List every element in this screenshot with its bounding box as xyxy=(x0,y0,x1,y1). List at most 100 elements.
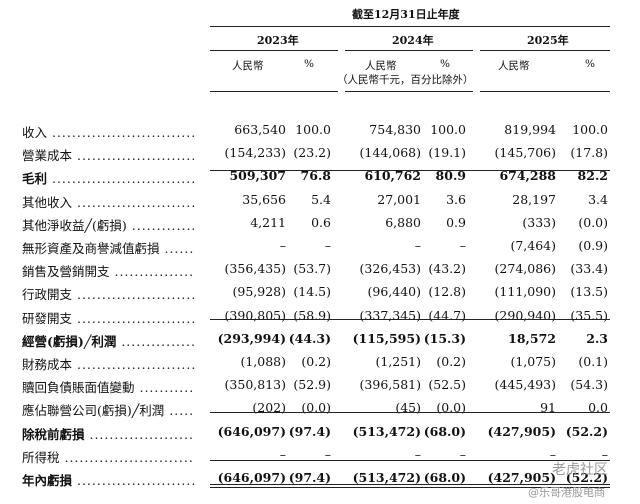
cell-rmb-2025: 28,197 xyxy=(512,191,556,207)
rule-total-double xyxy=(210,487,610,488)
cell-pct-2025: (35.5) xyxy=(570,307,608,323)
cell-pct-2023: 0.6 xyxy=(311,214,331,230)
cell-rmb-2024: (396,581) xyxy=(359,377,421,393)
col-rmb-2023: 人民幣 xyxy=(232,60,264,72)
cell-pct-2023: (0.0) xyxy=(301,400,331,416)
row-label-text: 除稅前虧損 xyxy=(22,426,85,442)
cell-rmb-2024: – xyxy=(414,238,421,253)
cell-rmb-2023: 4,211 xyxy=(250,214,286,230)
rule-after-cost xyxy=(210,170,610,171)
cell-pct-2025: (17.8) xyxy=(570,145,608,161)
cell-pct-2023: (52.9) xyxy=(293,377,331,393)
cell-rmb-2023: 35,656 xyxy=(242,191,286,207)
cell-rmb-2023: – xyxy=(279,238,286,253)
cell-pct-2025: (52.2) xyxy=(565,423,608,439)
cell-rmb-2023: (356,435) xyxy=(224,261,286,277)
leader-dots: ............................. xyxy=(47,171,197,187)
cell-rmb-2025: – xyxy=(549,446,556,462)
year-2023: 2023年 xyxy=(257,34,299,47)
title-rule xyxy=(210,26,610,27)
leader-dots: ............................. xyxy=(47,125,197,140)
col-rmb-2024: 人民幣 xyxy=(365,60,397,72)
leader-dots: ........... xyxy=(134,380,195,396)
row-label: 無形資產及商譽減值虧損 ...... xyxy=(22,238,194,257)
cell-rmb-2023: (350,813) xyxy=(224,377,286,393)
rule-after-tax xyxy=(210,460,610,461)
cell-rmb-2025: 18,572 xyxy=(508,330,556,346)
col-pct-2024: % xyxy=(440,58,450,70)
row-label: 其他收入 ........................ xyxy=(22,192,196,211)
leader-dots: ...... xyxy=(159,241,195,256)
cell-pct-2025: 2.3 xyxy=(586,330,608,346)
cell-pct-2023: (58.9) xyxy=(293,307,331,323)
cell-pct-2025: 3.4 xyxy=(588,191,608,207)
leader-dots: ............... xyxy=(116,333,196,349)
cell-pct-2023: (0.2) xyxy=(301,354,331,369)
cell-pct-2025: (0.1) xyxy=(578,354,608,369)
cell-pct-2025: 82.2 xyxy=(577,168,608,184)
row-label-text: 應佔聯營公司(虧損)╱利潤 xyxy=(22,403,165,419)
cell-rmb-2024: 754,830 xyxy=(369,122,421,137)
cell-pct-2025: 0.0 xyxy=(588,400,608,416)
row-label: 所得稅 .......................... xyxy=(22,447,194,466)
row-label-text: 研發開支 xyxy=(22,310,73,326)
cell-rmb-2023: (646,097) xyxy=(217,423,286,439)
year-2025: 2025年 xyxy=(527,34,569,47)
cell-pct-2024: (52.5) xyxy=(428,377,466,393)
cell-pct-2023: (97.4) xyxy=(288,423,331,439)
col-pct-2023: % xyxy=(304,58,314,70)
cell-rmb-2023: – xyxy=(279,446,286,462)
cell-pct-2023: 5.4 xyxy=(311,191,331,207)
row-label: 銷售及營銷開支 ................ xyxy=(22,261,194,280)
cell-pct-2023: (44.3) xyxy=(288,330,331,346)
cell-rmb-2025: (427,905) xyxy=(487,470,556,485)
cell-rmb-2023: 663,540 xyxy=(234,122,286,137)
cell-rmb-2025: (290,940) xyxy=(494,307,556,323)
header-rule-2023 xyxy=(210,91,338,92)
cell-pct-2024: (0.0) xyxy=(436,400,466,416)
cell-pct-2023: (14.5) xyxy=(293,284,331,300)
cell-rmb-2025: 91 xyxy=(540,400,556,416)
row-label-text: 銷售及營銷開支 xyxy=(22,264,110,280)
cell-rmb-2024: (45) xyxy=(395,400,421,416)
row-label-text: 其他收入 xyxy=(22,194,73,210)
year-rule-2023 xyxy=(210,50,338,51)
cell-pct-2024: (44.7) xyxy=(428,307,466,323)
row-label: 其他淨收益╱(虧損) ............. xyxy=(22,215,196,234)
col-pct-2025: % xyxy=(585,58,595,70)
cell-rmb-2025: 819,994 xyxy=(504,122,556,137)
header-rule-2024 xyxy=(345,91,473,92)
cell-rmb-2023: 509,307 xyxy=(229,168,286,184)
cell-rmb-2024: (1,251) xyxy=(375,354,421,369)
rule-after-associates xyxy=(210,412,610,413)
row-label-text: 經營(虧損)╱利潤 xyxy=(22,333,117,349)
cell-pct-2025: (52.2) xyxy=(565,470,608,485)
cell-pct-2024: – xyxy=(459,238,466,253)
cell-rmb-2025: (111,090) xyxy=(494,284,556,300)
cell-pct-2023: (53.7) xyxy=(293,261,331,277)
cell-rmb-2025: (7,464) xyxy=(510,238,556,253)
cell-rmb-2023: (1,088) xyxy=(240,354,286,369)
leader-dots: .......................... xyxy=(59,449,194,465)
cell-rmb-2024: (96,440) xyxy=(367,284,422,300)
row-label: 收入 ............................. xyxy=(22,122,196,141)
cell-rmb-2025: (333) xyxy=(522,214,556,230)
leader-dots: ........................ xyxy=(72,310,197,326)
cell-rmb-2023: (293,994) xyxy=(217,330,286,346)
leader-dots: ........................ xyxy=(72,148,197,164)
rule-after-rnd xyxy=(210,319,610,320)
cell-rmb-2025: (274,086) xyxy=(494,261,556,277)
watermark-brand: 老虎社区 xyxy=(552,462,608,478)
cell-pct-2024: 100.0 xyxy=(430,122,466,137)
row-label-text: 收入 xyxy=(22,125,48,140)
row-label-text: 年內虧損 xyxy=(22,473,73,488)
year-rule-2025 xyxy=(480,50,610,51)
cell-rmb-2024: 27,001 xyxy=(377,191,421,207)
cell-pct-2023: – xyxy=(324,238,331,253)
cell-rmb-2024: – xyxy=(414,446,421,462)
cell-pct-2025: 100.0 xyxy=(572,122,608,137)
year-2024: 2024年 xyxy=(392,34,434,47)
cell-pct-2025: (33.4) xyxy=(570,261,608,277)
row-label: 除稅前虧損 ..................... xyxy=(22,424,194,443)
cell-pct-2025: – xyxy=(601,446,608,462)
